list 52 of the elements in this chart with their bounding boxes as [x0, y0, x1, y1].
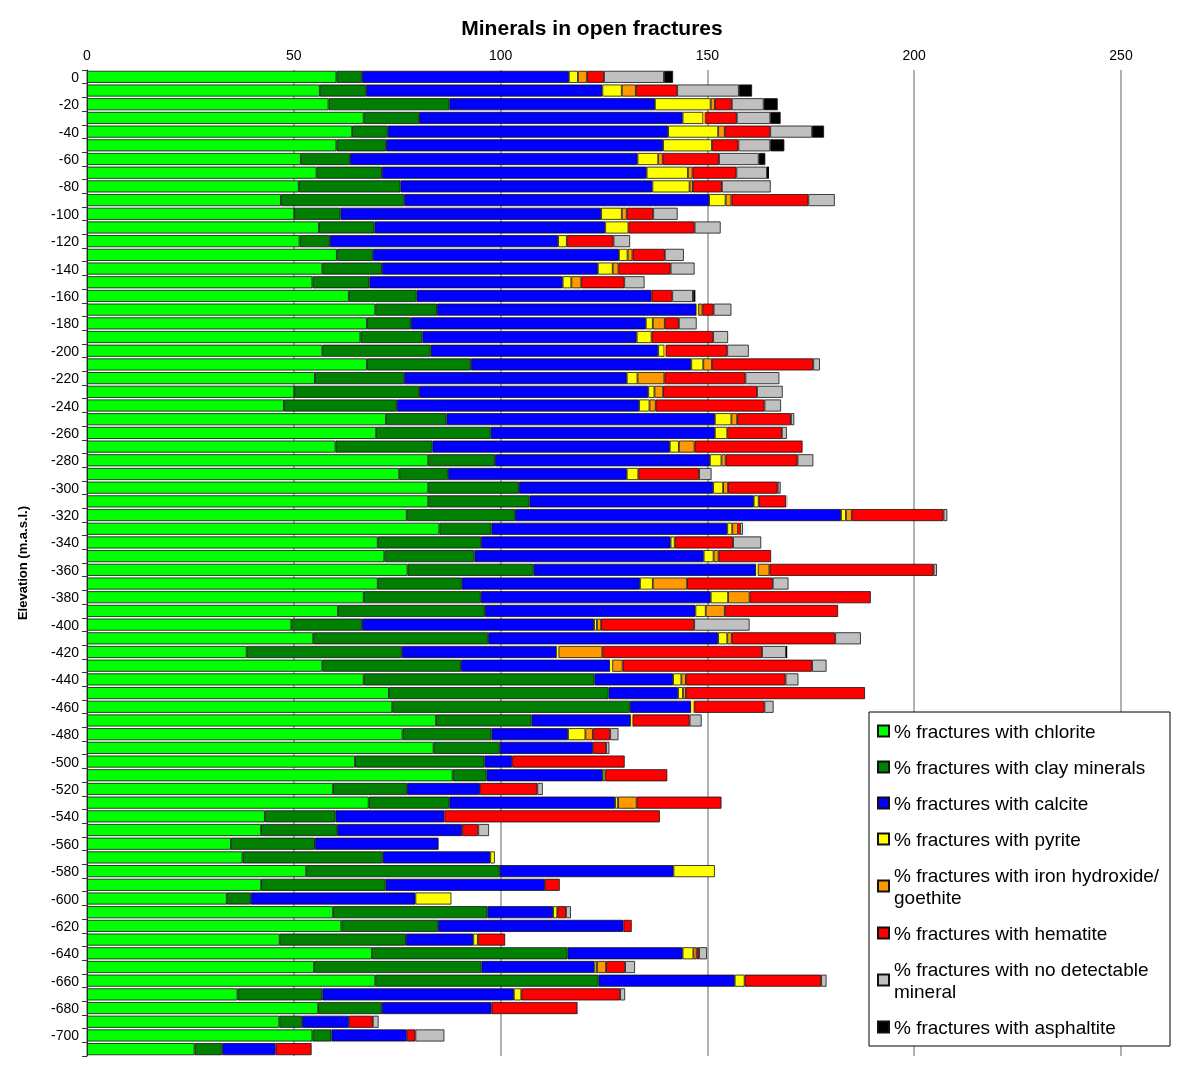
y-tick-label: -180 — [50, 315, 80, 332]
y-tick-label: -140 — [50, 260, 80, 277]
y-tick-label: -320 — [50, 507, 80, 524]
y-tick-label: -160 — [50, 287, 80, 304]
legend-label: % fractures with calcite — [894, 792, 1089, 814]
x-tick-label: 200 — [902, 47, 927, 63]
x-tick-label: 0 — [83, 47, 92, 63]
y-tick-label: -460 — [50, 698, 80, 715]
legend-label: % fractures with iron hydroxide/goethite — [894, 864, 1160, 908]
y-tick-label: -380 — [50, 589, 80, 606]
y-tick-label: -500 — [50, 753, 80, 770]
legend-label: % fractures with chlorite — [894, 720, 1096, 742]
y-tick-label: -580 — [50, 863, 80, 880]
y-tick-label: -520 — [50, 780, 80, 797]
y-tick-label: -60 — [58, 151, 80, 168]
y-tick-label: -560 — [50, 835, 80, 852]
y-tick-label: -100 — [50, 205, 80, 222]
y-tick-label: -620 — [50, 917, 80, 934]
y-tick-label: -200 — [50, 342, 80, 359]
y-axis-title: Elevation (m.a.s.l.) — [15, 505, 30, 621]
y-tick-label: -120 — [50, 233, 80, 250]
y-tick-label: -700 — [50, 1027, 80, 1044]
y-tick-label: -680 — [50, 1000, 80, 1017]
legend-label: % fractures with clay minerals — [894, 756, 1146, 778]
x-tick-label: 250 — [1109, 47, 1133, 63]
y-tick-label: -600 — [50, 890, 80, 907]
x-tick-label: 50 — [286, 47, 302, 63]
legend-label: % fractures with pyrite — [894, 828, 1081, 850]
y-tick-label: -360 — [50, 561, 80, 578]
legend-label: % fractures with no detectable mineral — [894, 958, 1154, 1002]
y-tick-label: -300 — [50, 479, 80, 496]
y-tick-label: -420 — [50, 644, 80, 661]
y-tick-label: -660 — [50, 972, 80, 989]
y-tick-label: 0 — [71, 68, 80, 85]
y-tick-label: -480 — [50, 726, 80, 743]
y-tick-label: -400 — [50, 616, 80, 633]
y-tick-label: -20 — [58, 96, 80, 113]
x-tick-label: 100 — [488, 47, 513, 63]
y-tick-label: -280 — [50, 452, 80, 469]
y-tick-label: -340 — [50, 534, 80, 551]
y-tick-label: -640 — [50, 945, 80, 962]
y-tick-label: -540 — [50, 808, 80, 825]
y-tick-label: -440 — [50, 671, 80, 688]
y-tick-label: -240 — [50, 397, 80, 414]
y-tick-label: -220 — [50, 370, 80, 387]
chart-title: Minerals in open fractures — [461, 16, 723, 39]
y-tick-label: -260 — [50, 424, 80, 441]
legend-label: % fractures with hematite — [894, 922, 1108, 944]
x-tick-label: 150 — [695, 47, 720, 63]
y-tick-label: -40 — [58, 123, 80, 140]
legend-label: % fractures with asphaltite — [894, 1016, 1116, 1038]
y-tick-label: -80 — [58, 178, 80, 195]
